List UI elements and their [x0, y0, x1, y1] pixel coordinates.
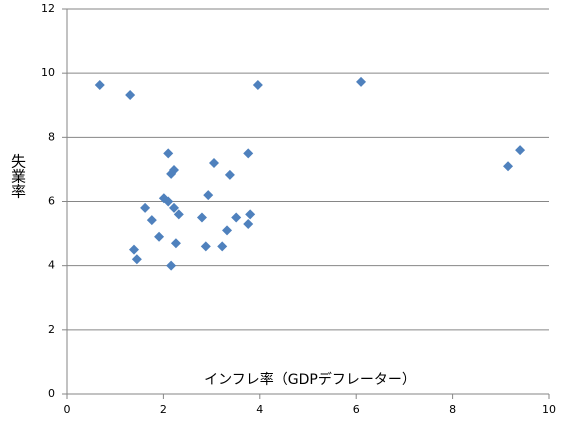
y-tick-label: 10: [41, 66, 55, 79]
point: [169, 202, 180, 213]
point: [163, 196, 174, 207]
point: [224, 169, 235, 180]
y-tick-label: 2: [48, 323, 55, 336]
y-tick-label: 12: [41, 2, 55, 15]
point: [163, 148, 174, 159]
point: [196, 212, 207, 223]
point: [217, 241, 228, 252]
point: [503, 161, 514, 172]
point: [209, 158, 220, 168]
x-tick-label: 6: [353, 403, 360, 416]
y-tick-label: 4: [48, 259, 55, 272]
point: [128, 244, 139, 255]
y-axis-label: 失業率: [9, 154, 27, 199]
point: [200, 241, 211, 252]
point: [166, 168, 177, 179]
x-axis-label: インフレ率（GDPデフレーター）: [204, 371, 416, 388]
point: [131, 254, 142, 265]
point: [245, 209, 256, 220]
x-tick-label: 10: [542, 403, 556, 416]
point: [125, 89, 136, 100]
y-tick-label: 6: [48, 195, 55, 208]
point: [166, 260, 177, 271]
y-tick-label: 0: [48, 387, 55, 400]
point: [243, 218, 254, 229]
point: [94, 80, 105, 91]
point: [146, 215, 157, 226]
point: [515, 145, 526, 156]
point: [203, 190, 214, 201]
x-tick-label: 4: [256, 403, 263, 416]
point: [173, 209, 184, 220]
point: [140, 202, 151, 213]
x-tick-label: 2: [160, 403, 167, 416]
point: [252, 80, 263, 91]
y-tick-label: 8: [48, 130, 55, 143]
point: [231, 212, 242, 223]
point: [356, 76, 367, 87]
x-tick-label: 8: [449, 403, 456, 416]
point: [170, 238, 181, 249]
x-tick-label: 0: [64, 403, 71, 416]
point: [154, 231, 165, 242]
point: [222, 225, 233, 236]
point: [243, 148, 254, 159]
